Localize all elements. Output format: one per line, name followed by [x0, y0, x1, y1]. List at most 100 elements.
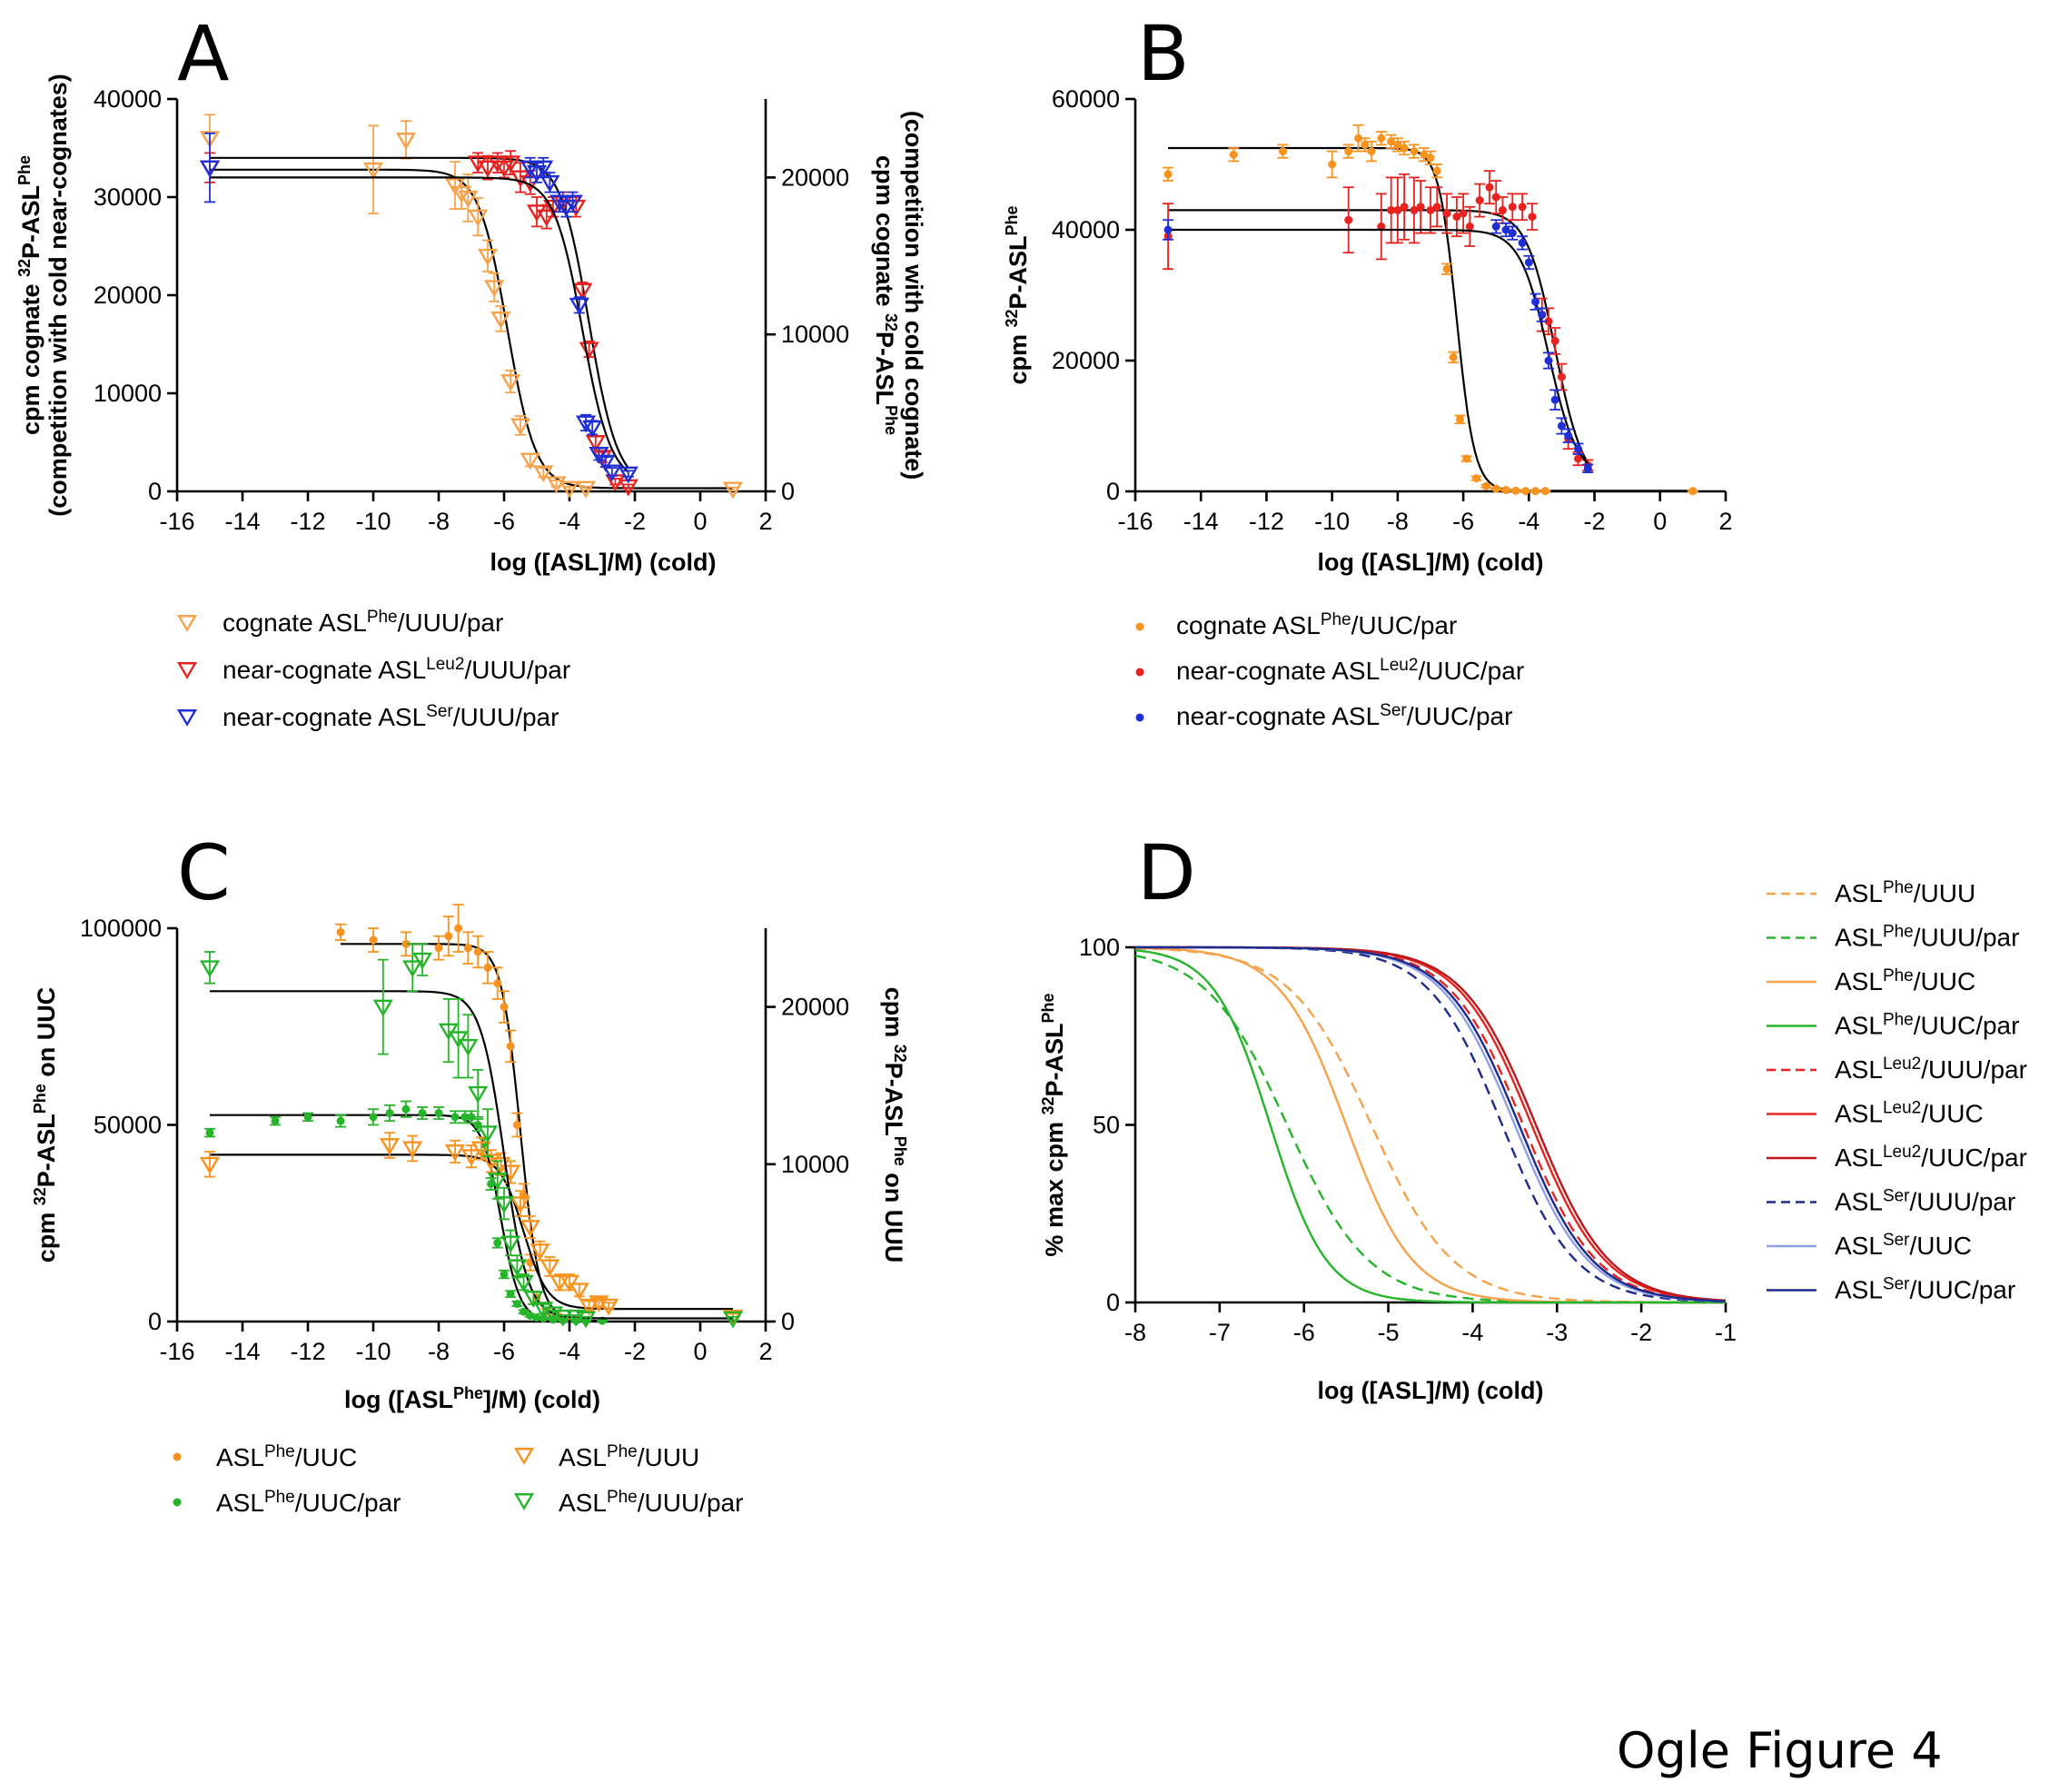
- data-point: [1550, 395, 1559, 404]
- series-5: [1135, 946, 1727, 1302]
- legend-marker: [173, 1452, 182, 1461]
- data-point: [454, 924, 463, 933]
- data-point: [483, 963, 492, 972]
- x-axis-title: log ([ASL]/M) (cold): [490, 549, 717, 576]
- panel-c: C-16 -14 -12 -10 -8 -6 -4 -2 0 205000010000001000…: [31, 828, 909, 1517]
- data-point: [1410, 147, 1419, 156]
- data-point: [199, 960, 221, 978]
- y2-axis-title-line2: (competition with cold cognate): [900, 111, 927, 480]
- data-point: [595, 454, 616, 472]
- data-point: [533, 160, 554, 178]
- series-line: [1135, 946, 1726, 1304]
- data-point: [562, 194, 583, 213]
- legend-marker: [1135, 668, 1144, 677]
- data-point: [450, 1113, 460, 1122]
- data-point: [585, 435, 606, 452]
- fit-curve: [210, 176, 629, 473]
- legend-marker: [173, 1498, 182, 1507]
- data-point: [493, 979, 502, 988]
- data-point: [401, 939, 411, 948]
- data-point: [1501, 225, 1510, 234]
- legend-label: ASLPhe/UUC/par: [1835, 1010, 2019, 1040]
- data-point: [512, 1300, 521, 1309]
- x-tick-label: -10: [355, 508, 391, 535]
- data-point: [468, 209, 489, 227]
- data-point: [1361, 140, 1370, 149]
- data-point: [1583, 464, 1592, 473]
- data-point: [569, 1282, 589, 1301]
- x-tick-label: -10: [1314, 508, 1350, 535]
- data-point: [1508, 203, 1517, 212]
- y-tick-label: 20000: [94, 282, 162, 309]
- y-axis-title: cpm cognate 32P-ASLPhe: [15, 155, 45, 435]
- data-point: [1518, 238, 1527, 247]
- data-point: [618, 466, 638, 484]
- data-point: [523, 1291, 544, 1308]
- data-point: [1344, 215, 1353, 224]
- y-tick-label: 50: [1093, 1112, 1120, 1139]
- x-tick-label: -8: [1124, 1319, 1146, 1346]
- data-point: [444, 1144, 466, 1162]
- data-point: [369, 1113, 378, 1122]
- data-point: [1508, 229, 1517, 238]
- data-point: [510, 418, 531, 436]
- data-point: [1163, 170, 1173, 179]
- data-point: [401, 1104, 411, 1114]
- data-point: [1377, 134, 1386, 143]
- data-point: [1498, 205, 1507, 214]
- y2-axis-title: cpm 32P-ASLPhe on UUU: [880, 987, 909, 1263]
- data-point: [369, 936, 378, 945]
- data-point: [549, 1274, 570, 1292]
- series-line: [1134, 955, 1726, 1304]
- data-point: [1426, 205, 1435, 214]
- data-point: [470, 1141, 491, 1159]
- data-point: [477, 160, 499, 178]
- series-2: [1163, 219, 1594, 474]
- data-point: [493, 1196, 515, 1214]
- legend-label: ASLPhe/UUU: [559, 1442, 699, 1472]
- legend-marker: [176, 615, 198, 632]
- data-point: [512, 1121, 521, 1129]
- legend-label: ASLPhe/UUU/par: [559, 1488, 743, 1518]
- data-point: [1501, 486, 1510, 495]
- legend-marker: [1135, 713, 1144, 722]
- data-point: [336, 927, 345, 936]
- data-point: [1574, 454, 1582, 463]
- fit-curve: [210, 990, 733, 1320]
- data-point: [1393, 140, 1402, 149]
- fit-curve: [210, 168, 733, 490]
- series-0: [1135, 947, 1726, 1304]
- data-point: [1544, 317, 1553, 326]
- y-tick-label: 40000: [94, 85, 162, 113]
- data-point: [458, 190, 479, 208]
- data-point: [1459, 209, 1468, 218]
- legend-marker: [513, 1448, 535, 1465]
- series-0: [1163, 124, 1698, 496]
- series-8: [1135, 946, 1727, 1302]
- data-point: [539, 1259, 560, 1277]
- data-point: [1367, 147, 1376, 156]
- data-point: [1465, 222, 1474, 231]
- data-point: [1279, 147, 1287, 156]
- data-point: [490, 311, 511, 329]
- data-point: [395, 132, 417, 150]
- data-point: [460, 1149, 482, 1167]
- x-tick-label: -16: [1117, 508, 1153, 535]
- y-tick-label: 10000: [94, 380, 162, 407]
- series-line: [1135, 947, 1726, 1304]
- legend-label: near-cognate ASLSer/UUU/par: [223, 702, 559, 732]
- data-point: [722, 1311, 744, 1329]
- x-tick-label: -6: [1452, 508, 1474, 535]
- x-tick-label: -2: [1630, 1319, 1652, 1346]
- legend-label: ASLPhe/UUU: [1835, 878, 1975, 908]
- data-point: [205, 1128, 214, 1137]
- x-tick-label: -14: [224, 1338, 260, 1365]
- data-point: [506, 1290, 515, 1299]
- x-tick-label: -2: [624, 1338, 646, 1365]
- data-point: [1328, 160, 1337, 169]
- y-tick-label: 0: [1106, 478, 1120, 505]
- data-point: [513, 1274, 534, 1292]
- data-point: [1538, 311, 1547, 320]
- data-point: [1442, 209, 1451, 218]
- x-tick-label: -2: [624, 508, 646, 535]
